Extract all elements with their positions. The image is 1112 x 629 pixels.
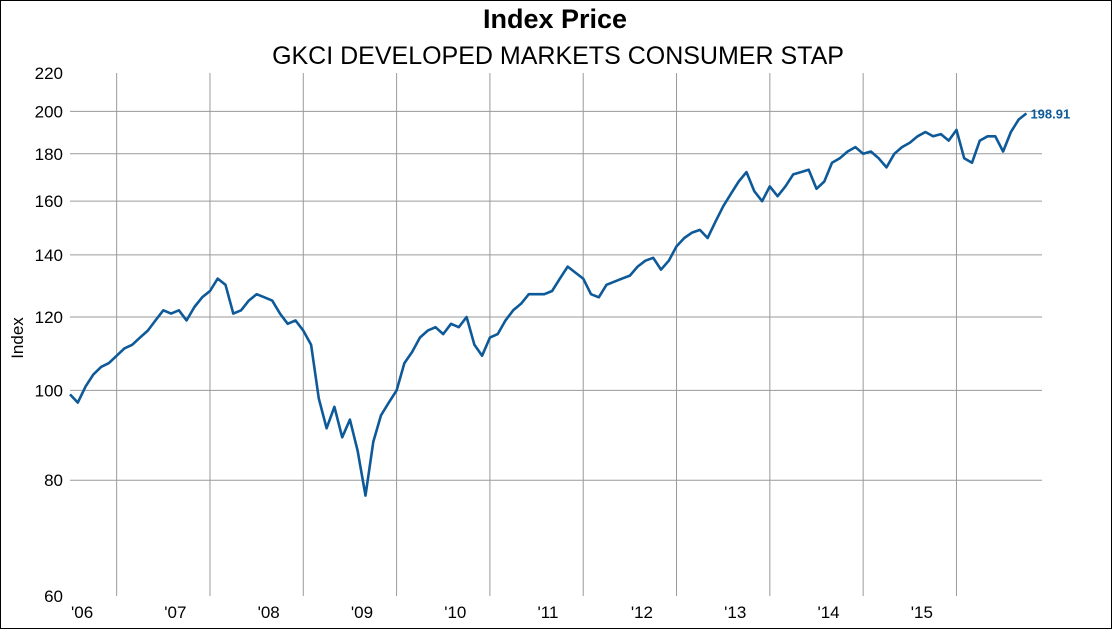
y-axis-label: Index [8,317,27,359]
vertical-gridlines [116,73,957,596]
chart-title: Index Price [482,4,628,34]
x-tick-label: '12 [631,603,653,622]
x-tick-label: '11 [538,603,559,622]
y-tick-label: 160 [35,192,63,211]
x-axis-tick-labels: '06 '07 '08 '09 '10 '11 '12 '13 '14 '15 [71,603,933,622]
x-tick-label: '06 [71,603,93,622]
x-tick-label: '15 [911,603,933,622]
y-tick-label: 220 [35,64,63,83]
series-line [69,112,1028,497]
y-tick-label: 80 [44,471,63,490]
x-tick-label: '08 [258,603,280,622]
x-tick-label: '13 [724,603,746,622]
y-tick-label: 60 [44,587,63,606]
last-value-label: 198.91 [1030,106,1070,121]
x-tick-label: '14 [817,603,839,622]
x-tick-label: '07 [164,603,186,622]
chart-subtitle: GKCI DEVELOPED MARKETS CONSUMER STAP [272,42,844,70]
horizontal-gridlines [70,110,1042,481]
y-axis-tick-labels: 60 80 100 120 140 160 180 200 220 [35,64,63,606]
y-tick-label: 100 [35,381,63,400]
x-tick-label: '09 [351,603,373,622]
x-tick-label: '10 [444,603,466,622]
y-tick-label: 140 [35,246,63,265]
y-tick-label: 200 [35,102,63,121]
y-tick-label: 120 [35,308,63,327]
series-group [69,112,1028,497]
y-tick-label: 180 [35,145,63,164]
